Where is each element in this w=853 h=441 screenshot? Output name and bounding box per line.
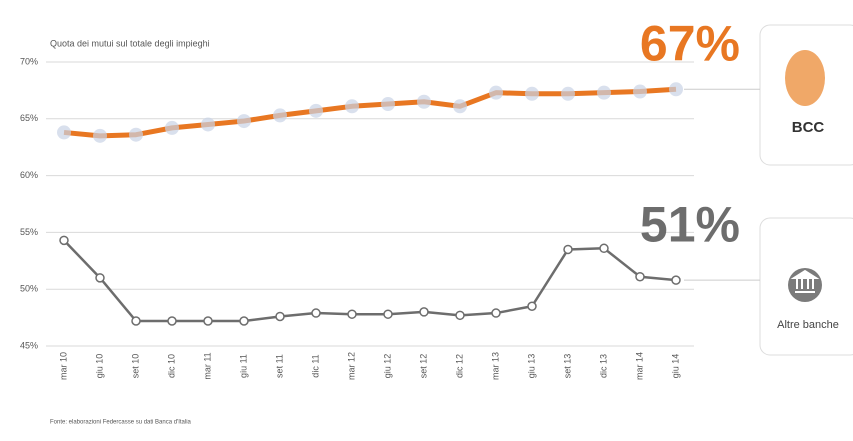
point — [201, 117, 215, 132]
point — [563, 244, 573, 255]
point — [455, 310, 465, 321]
point — [347, 309, 357, 319]
series-line — [63, 239, 677, 323]
point — [93, 128, 107, 143]
point — [237, 114, 251, 129]
x-tick-label: set 11 — [274, 354, 284, 378]
y-tick-label: 50% — [20, 284, 38, 294]
point — [453, 99, 467, 114]
point — [165, 120, 179, 135]
annotation: 51% — [640, 196, 740, 252]
point — [525, 86, 539, 101]
point — [635, 271, 645, 282]
point — [167, 316, 177, 326]
point — [491, 308, 501, 318]
bank-symbol — [790, 269, 820, 293]
point — [273, 108, 287, 123]
point — [597, 85, 611, 100]
x-tick-label: mar 13 — [490, 352, 500, 380]
x-tick-label: giu 12 — [382, 354, 392, 379]
x-tick-label: mar 12 — [346, 352, 356, 380]
x-tick-label: giu 10 — [94, 354, 104, 379]
point — [383, 309, 393, 319]
y-tick-label: 60% — [20, 170, 38, 180]
point — [59, 235, 69, 246]
series-line — [63, 86, 677, 139]
legend-label: BCC — [792, 119, 825, 136]
point — [419, 307, 429, 317]
x-tick-label: mar 14 — [634, 352, 644, 380]
x-tick-label: dic 10 — [166, 354, 176, 378]
y-tick-label: 45% — [20, 340, 38, 350]
point — [671, 275, 681, 285]
point — [527, 301, 537, 311]
point — [275, 311, 285, 322]
x-tick-label: giu 11 — [238, 354, 248, 378]
point — [311, 308, 321, 318]
x-tick-label: dic 13 — [598, 354, 608, 378]
legend-label: Altre banche — [777, 319, 839, 331]
point — [57, 125, 71, 140]
x-tick-label: set 12 — [418, 354, 428, 379]
point — [417, 94, 431, 109]
fingerprint-icon — [785, 50, 825, 106]
point — [599, 243, 609, 254]
point — [489, 85, 503, 100]
x-tick-label: giu 13 — [526, 354, 536, 379]
point — [203, 316, 213, 326]
point — [633, 84, 647, 99]
point — [669, 82, 683, 97]
x-tick-label: giu 14 — [670, 354, 680, 379]
x-tick-label: mar 11 — [202, 352, 212, 379]
y-tick-label: 70% — [20, 56, 38, 66]
chart-title: Quota dei mutui sul totale degli impiegh… — [50, 38, 210, 48]
x-tick-label: set 13 — [562, 354, 572, 379]
point — [345, 99, 359, 114]
point — [561, 86, 575, 101]
annotation: 67% — [640, 15, 740, 71]
x-tick-label: mar 10 — [58, 352, 68, 380]
point — [239, 316, 249, 326]
point — [129, 127, 143, 142]
y-tick-label: 55% — [20, 227, 38, 237]
point — [309, 103, 323, 118]
point — [381, 97, 395, 112]
y-tick-label: 65% — [20, 113, 38, 123]
x-tick-label: dic 11 — [310, 354, 320, 377]
point — [95, 273, 105, 283]
point — [131, 316, 141, 326]
x-tick-label: dic 12 — [454, 354, 464, 378]
x-tick-label: set 10 — [130, 354, 140, 379]
source: Fonte: elaborazioni Federcasse su dati B… — [50, 420, 192, 426]
